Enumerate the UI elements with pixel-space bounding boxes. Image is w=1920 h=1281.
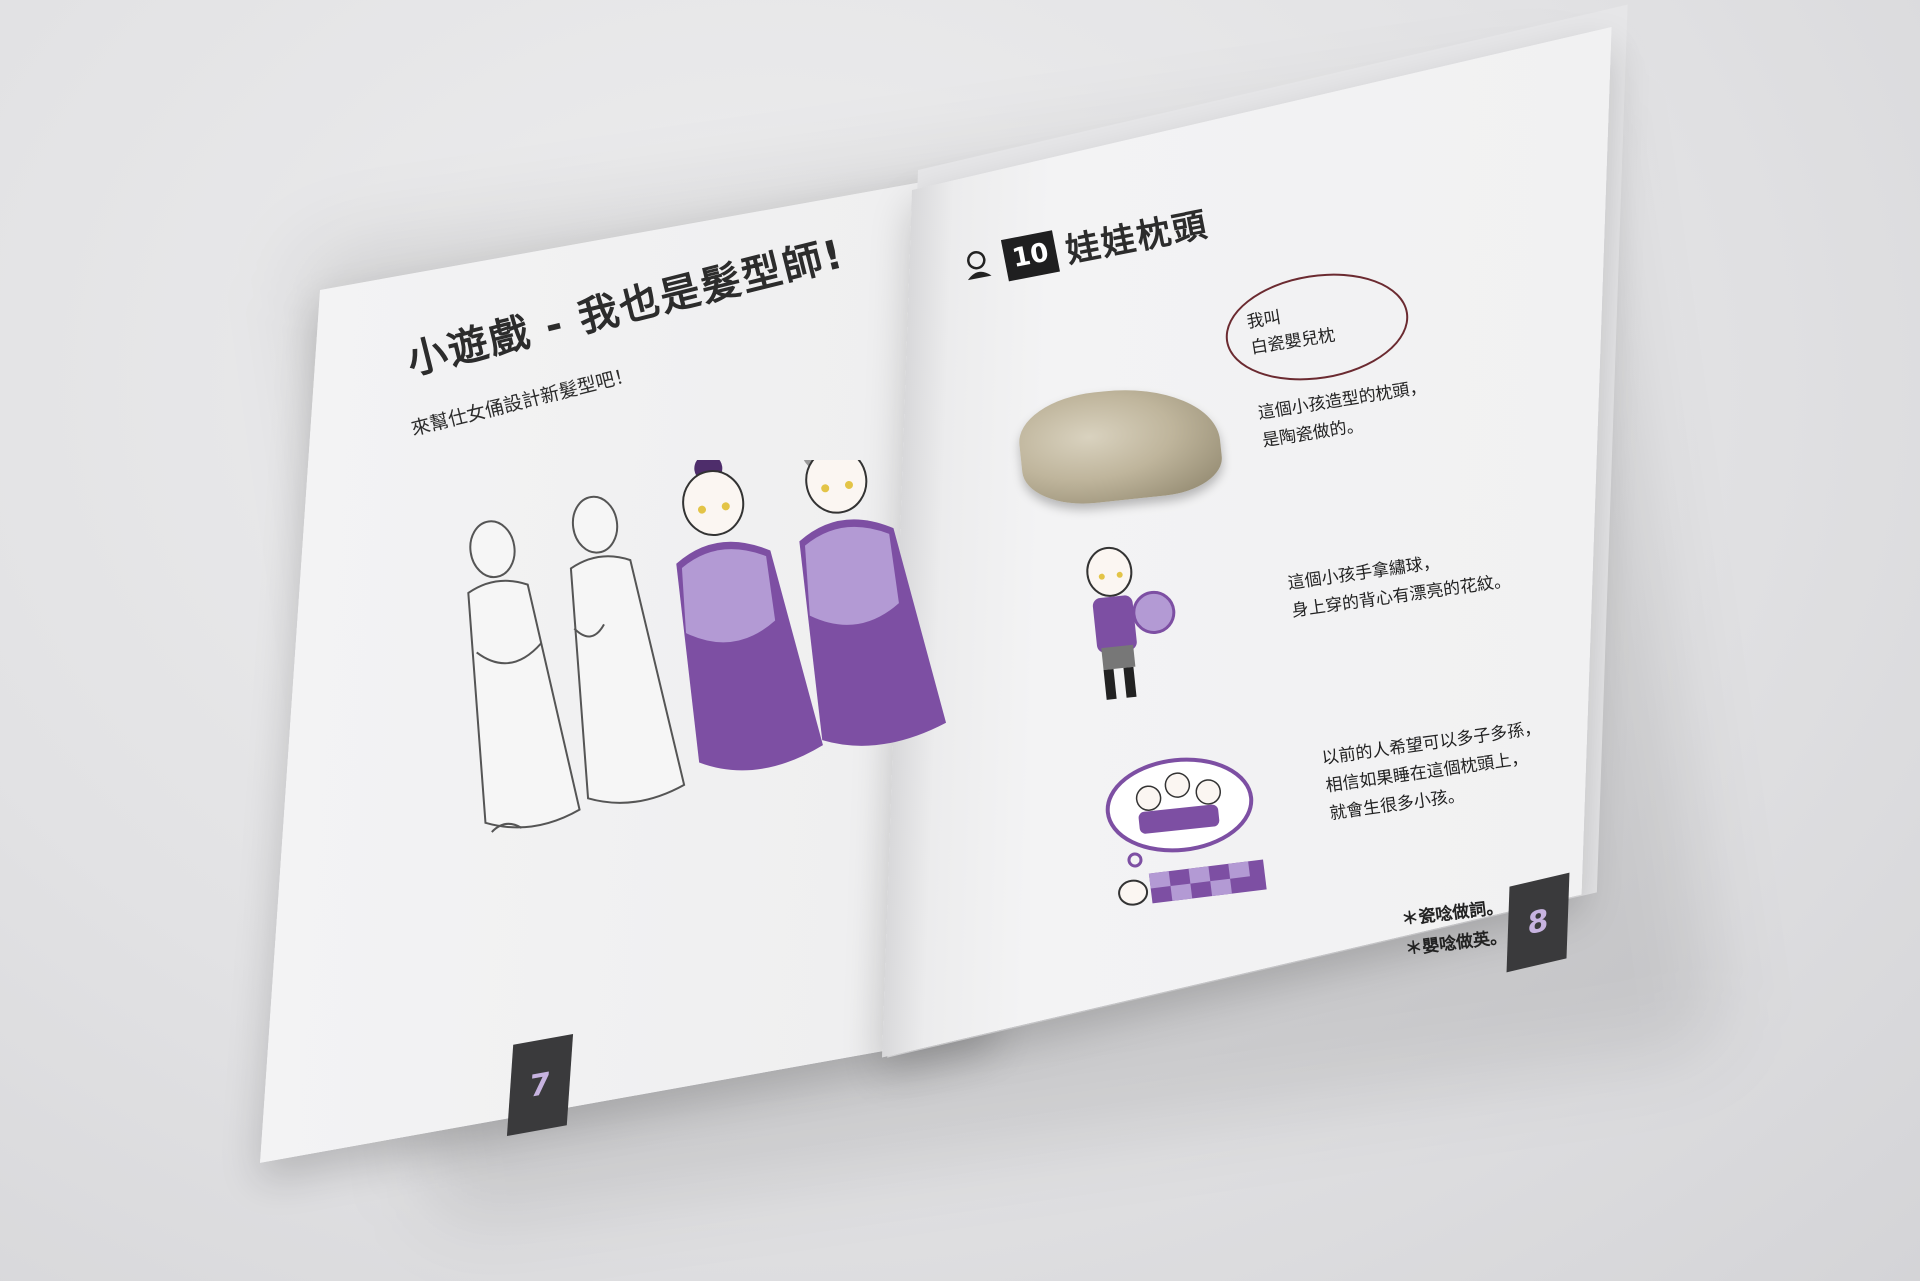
sleeping-person-icon — [1118, 859, 1267, 906]
figure-outline-icon — [569, 495, 686, 804]
baby-doll-icon — [966, 250, 992, 280]
section-number: 10 — [1000, 229, 1061, 281]
child-figure-icon — [1086, 546, 1176, 700]
lady-figure-icon — [799, 460, 947, 746]
page-number-left: 7 — [506, 1033, 574, 1137]
figure-outline-icon — [467, 520, 581, 833]
figures-illustration — [467, 460, 947, 833]
page-number-right: 8 — [1506, 872, 1570, 973]
pronunciation-notes: ＊瓷唸做詞。 ＊嬰唸做英。 — [1400, 893, 1509, 965]
lady-figure-icon — [676, 460, 823, 771]
dream-bubble-icon — [1105, 757, 1254, 868]
section-header: 10 娃娃枕頭 — [955, 197, 1212, 293]
